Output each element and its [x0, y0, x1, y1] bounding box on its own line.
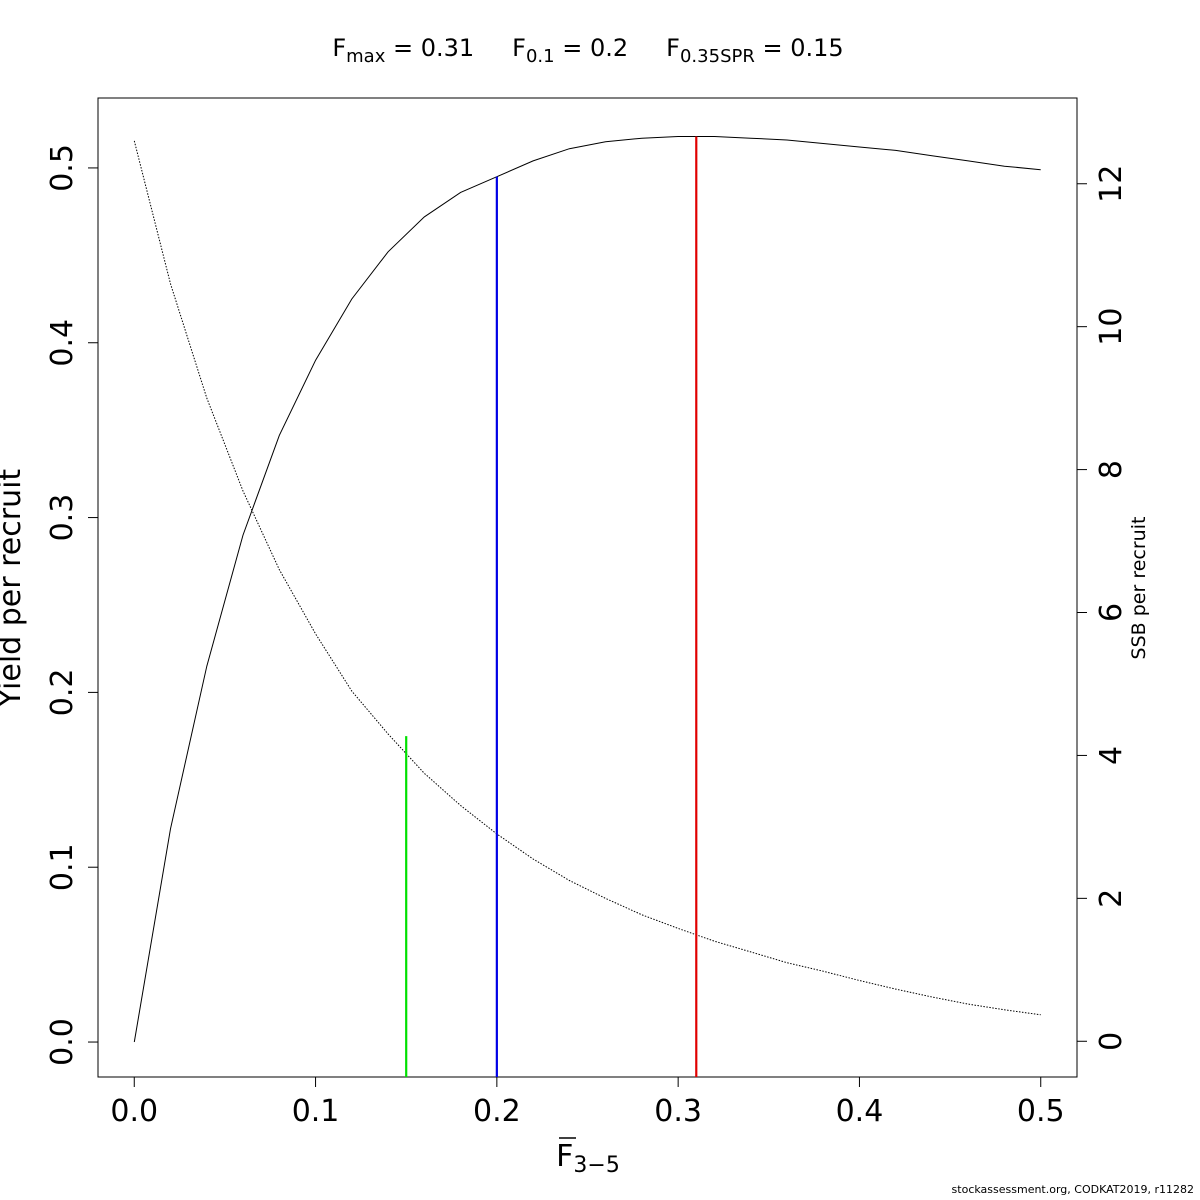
y2-tick-label: 12 [1094, 165, 1129, 203]
y2-tick-label: 4 [1094, 746, 1129, 765]
yield-per-recruit-line [133, 136, 1041, 1043]
y2-tick-label: 10 [1094, 308, 1129, 346]
x-tick-label: 0.1 [292, 1094, 340, 1129]
y2-tick-label: 8 [1094, 460, 1129, 479]
x-axis-label: F3−5 [556, 1139, 620, 1178]
y2-tick-label: 0 [1094, 1032, 1129, 1051]
x-tick-label: 0.2 [473, 1094, 521, 1129]
y-tick-label: 0.5 [45, 144, 80, 192]
y-tick-label: 0.0 [45, 1018, 80, 1066]
x-tick-label: 0.0 [110, 1094, 158, 1129]
x-tick-label: 0.5 [1017, 1094, 1065, 1129]
y-tick-label: 0.2 [45, 669, 80, 717]
chart-title: Fmax = 0.31 F0.1 = 0.2 F0.35SPR = 0.15 [332, 34, 843, 67]
x-tick-label: 0.3 [654, 1094, 702, 1129]
y2-tick-label: 6 [1094, 603, 1129, 622]
footer-credit: stockassessment.org, CODKAT2019, r11282 [951, 1183, 1194, 1196]
y-tick-label: 0.1 [45, 843, 80, 891]
y2-axis-label: SSB per recruit [1128, 517, 1150, 660]
y-tick-label: 0.4 [45, 319, 80, 367]
y2-tick-label: 2 [1094, 889, 1129, 908]
y-axis-label: Yield per recruit [0, 469, 28, 709]
x-tick-label: 0.4 [836, 1094, 884, 1129]
ssb-per-recruit-line [133, 140, 1041, 1016]
plot-frame [97, 97, 1078, 1078]
y-tick-label: 0.3 [45, 494, 80, 542]
